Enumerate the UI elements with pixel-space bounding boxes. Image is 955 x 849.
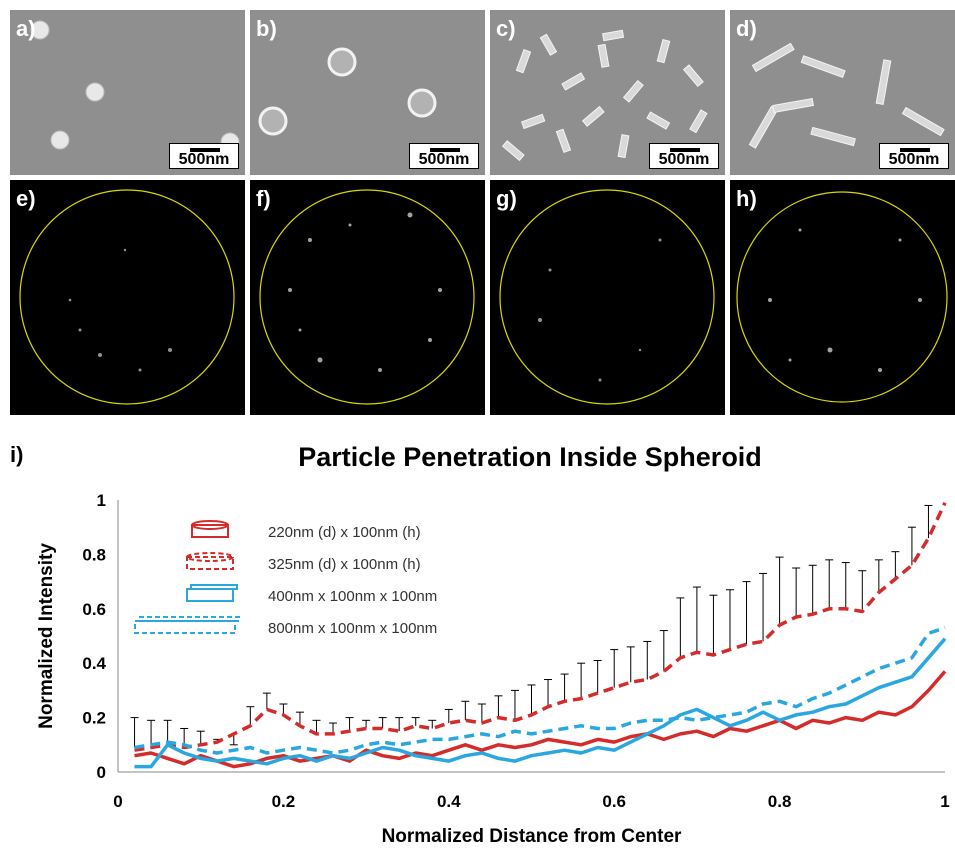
sem-image-a: a) 500nm — [10, 10, 245, 175]
panel-label-g: g) — [496, 186, 517, 211]
sem-particles-b — [258, 47, 437, 136]
series-line-3 — [134, 637, 947, 769]
legend-label-1: 220nm (d) x 100nm (h) — [268, 524, 421, 541]
y-tick-label: 0.4 — [82, 654, 106, 673]
legend-cylinder-icon — [186, 552, 234, 562]
panel-label-d: d) — [736, 16, 757, 41]
legend-rod-icon — [138, 616, 240, 622]
sem-rods-d — [748, 42, 945, 149]
legend-cylinder-icon — [186, 556, 234, 570]
legend-rod-icon — [134, 620, 236, 634]
y-tick-label: 0.6 — [82, 600, 106, 619]
panel-label-e: e) — [16, 186, 36, 211]
sem-rods-c — [501, 29, 708, 162]
y-axis-label: Normalized Intensity — [36, 543, 57, 729]
spheroid-outline-h — [736, 191, 948, 403]
x-tick-label: 0.2 — [272, 792, 296, 811]
scale-bar-c: 500nm — [649, 143, 719, 169]
y-tick-label: 0.8 — [82, 545, 106, 564]
confocal-image-e: e) — [10, 180, 245, 415]
y-tick-label: 1 — [97, 491, 106, 510]
y-tick-label: 0.2 — [82, 709, 106, 728]
y-tick-label: 0 — [97, 763, 106, 782]
spheroid-outline-g — [499, 189, 715, 405]
legend-rod-icon — [186, 588, 234, 602]
panel-label-f: f) — [256, 186, 271, 211]
sem-image-c: c) 500nm — [490, 10, 725, 175]
panel-label-c: c) — [496, 16, 516, 41]
x-tick-label: 0.6 — [602, 792, 626, 811]
x-tick-label: 1 — [940, 792, 949, 811]
scale-bar-label: 500nm — [418, 151, 470, 168]
panel-label-i: i) — [10, 442, 23, 467]
legend-label-2: 325nm (d) x 100nm (h) — [268, 556, 421, 573]
chart-title: Particle Penetration Inside Spheroid — [298, 442, 762, 472]
scale-bar-d: 500nm — [879, 143, 949, 169]
x-axis-label: Normalized Distance from Center — [382, 826, 682, 847]
series-line-4 — [134, 626, 946, 755]
legend-rod-icon — [190, 584, 238, 590]
panel-label-a: a) — [16, 16, 36, 41]
x-tick-label: 0 — [113, 792, 122, 811]
panel-label-h: h) — [736, 186, 757, 211]
spheroid-outline-e — [19, 189, 235, 405]
legend-cylinder-icon — [191, 524, 229, 538]
sem-image-b: b) 500nm — [250, 10, 485, 175]
confocal-image-h: h) — [730, 180, 955, 415]
confocal-image-g: g) — [490, 180, 725, 415]
scale-bar-b: 500nm — [409, 143, 479, 169]
panel-label-b: b) — [256, 16, 277, 41]
scale-bar-label: 500nm — [658, 151, 710, 168]
x-tick-label: 0.4 — [437, 792, 461, 811]
series-line-1 — [134, 670, 947, 769]
scale-bar-a: 500nm — [169, 143, 239, 169]
series-line-2 — [134, 501, 947, 752]
spheroid-outline-f — [259, 189, 475, 405]
scale-bar-label: 500nm — [888, 151, 940, 168]
scale-bar-label: 500nm — [178, 151, 230, 168]
x-tick-label: 0.8 — [768, 792, 792, 811]
confocal-image-f: f) — [250, 180, 485, 415]
legend-label-4: 800nm x 100nm x 100nm — [268, 620, 437, 637]
sem-image-d: d) 500nm — [730, 10, 955, 175]
legend-label-3: 400nm x 100nm x 100nm — [268, 588, 437, 605]
